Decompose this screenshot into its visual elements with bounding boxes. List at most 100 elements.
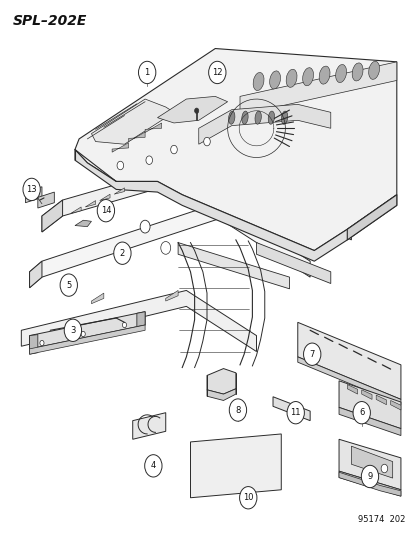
Polygon shape <box>338 439 400 490</box>
Circle shape <box>140 220 150 233</box>
Polygon shape <box>347 195 396 240</box>
Circle shape <box>23 178 40 200</box>
Polygon shape <box>71 207 81 213</box>
Polygon shape <box>297 357 400 405</box>
Ellipse shape <box>228 111 234 124</box>
Circle shape <box>64 319 81 342</box>
Polygon shape <box>338 471 400 496</box>
Circle shape <box>286 401 304 424</box>
Polygon shape <box>75 150 396 261</box>
Text: 6: 6 <box>358 408 363 417</box>
Circle shape <box>352 401 370 424</box>
Polygon shape <box>190 434 280 498</box>
Circle shape <box>145 455 161 477</box>
Circle shape <box>194 108 198 114</box>
Polygon shape <box>145 123 161 133</box>
Polygon shape <box>38 192 54 208</box>
Circle shape <box>303 343 320 366</box>
Text: 12: 12 <box>211 68 222 77</box>
Text: 3: 3 <box>70 326 76 335</box>
Polygon shape <box>240 62 396 115</box>
Ellipse shape <box>268 111 274 124</box>
Polygon shape <box>91 293 104 304</box>
Text: 95174  202: 95174 202 <box>357 515 404 524</box>
Ellipse shape <box>335 64 346 83</box>
Polygon shape <box>206 389 235 400</box>
Polygon shape <box>42 200 62 232</box>
Circle shape <box>380 464 387 473</box>
Text: 1: 1 <box>144 68 150 77</box>
Text: 10: 10 <box>242 493 253 502</box>
Circle shape <box>138 61 155 84</box>
Polygon shape <box>21 290 256 352</box>
Polygon shape <box>29 312 145 349</box>
Polygon shape <box>157 96 227 123</box>
Polygon shape <box>375 395 386 405</box>
Polygon shape <box>29 203 309 288</box>
Polygon shape <box>29 325 145 354</box>
Text: SPL–202E: SPL–202E <box>13 14 87 28</box>
Circle shape <box>122 322 126 328</box>
Text: 9: 9 <box>366 472 372 481</box>
Polygon shape <box>165 290 178 301</box>
Ellipse shape <box>285 69 296 87</box>
Circle shape <box>60 274 77 296</box>
Polygon shape <box>75 220 91 227</box>
Polygon shape <box>256 243 330 284</box>
Polygon shape <box>206 368 235 394</box>
Polygon shape <box>114 188 124 194</box>
Text: 14: 14 <box>100 206 111 215</box>
Polygon shape <box>85 200 95 207</box>
Polygon shape <box>338 407 400 435</box>
Polygon shape <box>361 390 371 399</box>
Ellipse shape <box>269 71 280 89</box>
Ellipse shape <box>351 63 362 81</box>
Polygon shape <box>338 381 400 429</box>
Ellipse shape <box>252 72 263 91</box>
Polygon shape <box>347 384 357 394</box>
Ellipse shape <box>302 68 313 86</box>
Polygon shape <box>198 104 330 144</box>
Circle shape <box>160 241 170 254</box>
Polygon shape <box>390 400 400 410</box>
Polygon shape <box>112 143 128 152</box>
Polygon shape <box>178 243 289 289</box>
Polygon shape <box>137 312 145 327</box>
Polygon shape <box>29 335 38 354</box>
Polygon shape <box>338 472 400 496</box>
Polygon shape <box>75 49 396 251</box>
Polygon shape <box>272 397 309 421</box>
Circle shape <box>208 61 225 84</box>
Text: 13: 13 <box>26 185 37 194</box>
Text: 4: 4 <box>150 462 156 470</box>
Circle shape <box>361 465 378 488</box>
Ellipse shape <box>254 111 261 124</box>
Circle shape <box>229 399 246 421</box>
Text: 5: 5 <box>66 280 71 289</box>
Polygon shape <box>91 99 173 144</box>
Circle shape <box>40 341 44 346</box>
Text: 7: 7 <box>309 350 314 359</box>
Text: 2: 2 <box>119 249 125 258</box>
Polygon shape <box>100 194 110 200</box>
Circle shape <box>203 138 210 146</box>
Text: 11: 11 <box>290 408 300 417</box>
Circle shape <box>97 199 114 222</box>
Polygon shape <box>25 187 42 203</box>
Circle shape <box>239 487 256 509</box>
Polygon shape <box>351 446 392 478</box>
Circle shape <box>81 332 85 337</box>
Polygon shape <box>297 322 400 399</box>
Ellipse shape <box>281 111 287 124</box>
Ellipse shape <box>241 111 247 124</box>
Polygon shape <box>42 155 351 240</box>
Polygon shape <box>128 132 145 142</box>
Ellipse shape <box>368 61 379 79</box>
Circle shape <box>117 161 123 169</box>
Polygon shape <box>133 413 165 439</box>
Polygon shape <box>29 261 42 288</box>
Circle shape <box>114 242 131 264</box>
Text: 8: 8 <box>235 406 240 415</box>
Ellipse shape <box>318 66 329 84</box>
Circle shape <box>145 156 152 165</box>
